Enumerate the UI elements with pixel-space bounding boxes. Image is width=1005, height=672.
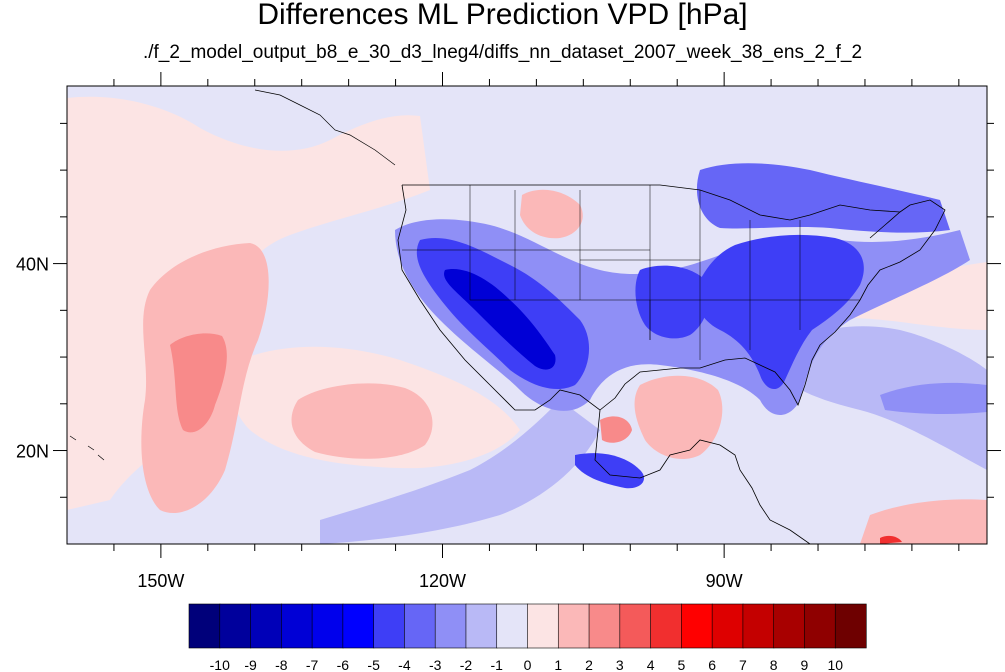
colorbar-swatch [219, 603, 252, 649]
lon-label: 120W [419, 571, 466, 591]
colorbar-label: 7 [739, 657, 747, 672]
colorbar-label: -4 [398, 657, 411, 672]
map-ticks [53, 72, 1001, 558]
colorbar-label: 0 [524, 657, 532, 672]
colorbar-label: -2 [460, 657, 473, 672]
pacific-high-core [170, 333, 227, 433]
colorbar-label: 3 [616, 657, 624, 672]
plot-title: Differences ML Prediction VPD [hPa] [257, 0, 748, 31]
map-frame [66, 85, 988, 545]
colorbar-swatch [465, 603, 498, 649]
colorbar-swatch [742, 603, 775, 649]
lat-label: 40N [16, 255, 49, 275]
caribbean-pink [600, 416, 632, 443]
state-boundaries [402, 185, 860, 360]
lat-label: 20N [16, 442, 49, 462]
colorbar-swatch [311, 603, 344, 649]
colorbar-label: 10 [827, 657, 843, 672]
alaska-coast [254, 89, 396, 166]
colorbar-label: 2 [585, 657, 593, 672]
south-atlantic-pink [860, 499, 987, 544]
north-america-outline [397, 184, 946, 544]
colorbar-label: 8 [770, 657, 778, 672]
colorbar-swatch [804, 603, 836, 649]
east-pacific-pink-blob [291, 383, 433, 459]
colorbar-swatch [373, 603, 406, 649]
colorbar-label: 9 [801, 657, 809, 672]
northern-plains-pink [520, 189, 583, 239]
colorbar-label: -6 [337, 657, 350, 672]
colorbar-swatch [404, 603, 436, 649]
map-panel [67, 86, 987, 544]
colorbar-swatch [588, 603, 621, 649]
colorbar-label: -10 [210, 657, 230, 672]
colorbar-swatch [281, 603, 313, 649]
colorbar-swatch [527, 603, 559, 649]
colorbar-label: -3 [429, 657, 442, 672]
axis-labels: 40N 20N 150W 120W 90W [16, 255, 743, 591]
colorbar-label: -5 [367, 657, 380, 672]
colorbar-label: 5 [677, 657, 685, 672]
colorbar-label: 6 [708, 657, 716, 672]
colorbar-label: -7 [306, 657, 319, 672]
lon-label: 90W [706, 571, 743, 591]
colorbar-swatch [188, 603, 221, 649]
atlantic-blue-deep [880, 382, 987, 415]
colorbar-swatch [496, 603, 529, 649]
colorbar-swatch [250, 603, 282, 649]
colorbar: -10 -9 -8 -7 -6 -5 -4 -3 -2 -1 0 1 2 3 4 5 6 7 8 9 10 [188, 603, 867, 672]
mexico-coast-blue [320, 400, 600, 544]
colorbar-label: -8 [275, 657, 288, 672]
east-us-blue-core [696, 234, 864, 390]
hawaii-islands [69, 435, 105, 461]
colorbar-label: 1 [554, 657, 562, 672]
colorbar-swatch [681, 603, 713, 649]
central-us-blue [635, 265, 710, 339]
mexico-south-blue [575, 453, 645, 489]
colorbar-label: -1 [491, 657, 504, 672]
colorbar-swatch [434, 603, 467, 649]
colorbar-label: -9 [244, 657, 257, 672]
atlantic-pink [830, 262, 987, 330]
colorbar-swatch [711, 603, 744, 649]
lon-label: 150W [137, 571, 184, 591]
south-red-spot [880, 535, 902, 544]
colorbar-swatch [557, 603, 590, 649]
gulf-pink [634, 375, 723, 460]
colorbar-swatch [342, 603, 375, 649]
southwest-blue-darkest [444, 269, 556, 370]
plot-subtitle: ./f_2_model_output_b8_e_30_d3_lneg4/diff… [142, 42, 863, 63]
colorbar-swatch [650, 603, 682, 649]
colorbar-swatch [834, 603, 867, 649]
colorbar-swatch [619, 603, 652, 649]
colorbar-swatch [773, 603, 806, 649]
colorbar-label: 4 [647, 657, 655, 672]
atlantic-blue [760, 326, 987, 470]
